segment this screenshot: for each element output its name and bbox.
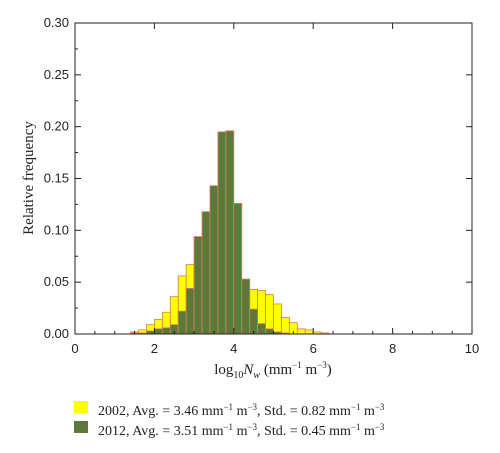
x-axis: 0 2 4 6 8 10	[71, 23, 479, 356]
y-tick-label: 0.20	[44, 119, 69, 134]
y-tick-label: 0.00	[44, 326, 69, 341]
bar-2012-16	[249, 308, 259, 335]
legend-text-2012: 2012, Avg. = 3.51 mm−1 m−3, Std. = 0.45 …	[98, 422, 385, 439]
y-tick-label: 0.15	[44, 171, 69, 186]
bar-2012-12	[217, 131, 227, 335]
bar-2002-18	[265, 294, 274, 335]
y-axis: 0.00 0.05 0.10 0.15 0.20 0.25 0.30	[44, 15, 472, 341]
legend-swatch-2002	[74, 401, 88, 413]
x-axis-label: log10Nw (mm−1 m−3)	[214, 360, 332, 381]
bar-2012-5	[161, 327, 171, 335]
x-tick-label: 8	[389, 341, 396, 356]
bar-2002-22	[296, 328, 306, 335]
legend-swatch-2012	[74, 421, 88, 433]
y-tick-label: 0.30	[44, 15, 69, 30]
x-tick-label: 2	[151, 341, 158, 356]
bar-2002-19	[273, 303, 282, 335]
y-axis-label: Relative frequency	[21, 121, 37, 235]
x-tick-label: 0	[71, 341, 78, 356]
bar-2012-14	[233, 202, 243, 335]
y-tick-label: 0.05	[44, 274, 69, 289]
y-tick-label: 0.10	[44, 222, 69, 237]
bar-2002-23	[304, 329, 314, 335]
bar-2012-7	[177, 310, 187, 335]
x-tick-label: 10	[465, 341, 479, 356]
bar-2012-18	[265, 328, 274, 335]
plot-frame	[74, 22, 473, 335]
legend-text-2002: 2002, Avg. = 3.46 mm−1 m−3, Std. = 0.82 …	[98, 402, 385, 419]
bar-2012-13	[225, 130, 235, 335]
y-tick-label: 0.25	[44, 67, 69, 82]
bar-2002-20	[281, 317, 290, 335]
x-tick-label: 4	[230, 341, 237, 356]
series-2012-bars	[130, 130, 290, 335]
bar-2012-4	[153, 328, 163, 335]
bar-2012-15	[241, 278, 251, 335]
bar-2012-8	[185, 287, 195, 335]
bar-2012-11	[209, 185, 219, 335]
bar-2012-10	[201, 211, 211, 335]
bar-2012-9	[193, 236, 203, 335]
bar-2012-17	[257, 323, 266, 335]
x-tick-label: 6	[310, 341, 317, 356]
histogram-chart: 0 2 4 6 8 10 0.00 0.05 0.10 0.15 0.20 0.25 0.30 Rel…	[21, 15, 479, 381]
